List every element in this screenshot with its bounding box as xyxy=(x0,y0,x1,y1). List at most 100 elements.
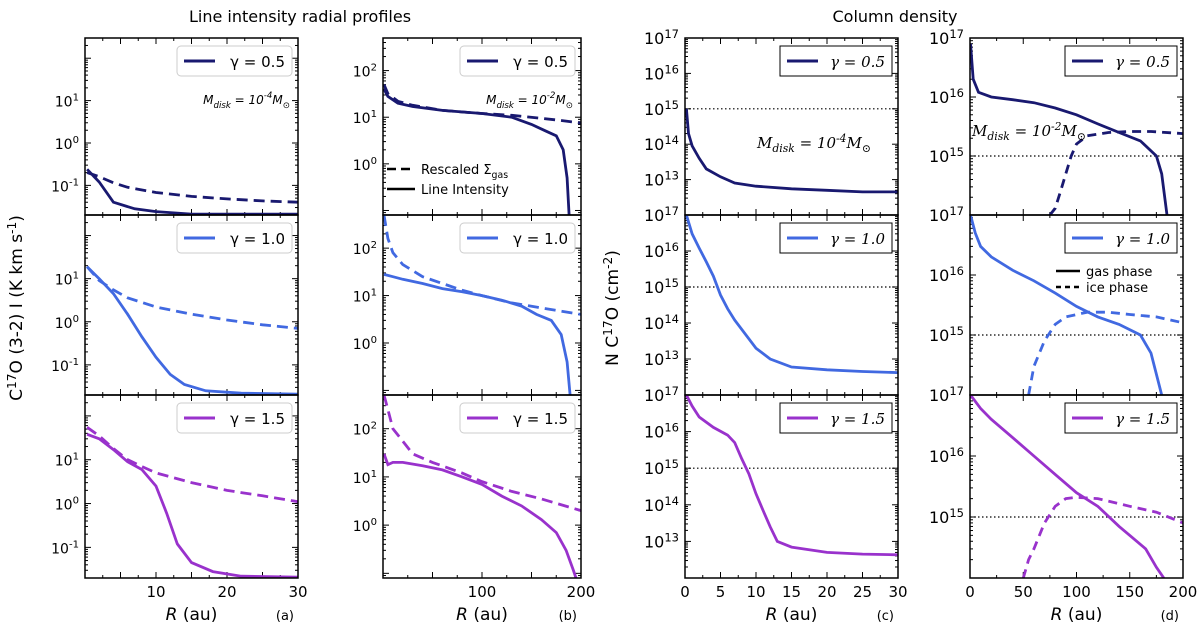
y-tick-label: 1013 xyxy=(644,169,679,190)
y-tick-label: 100 xyxy=(55,135,79,153)
series-gas-phase xyxy=(970,43,1169,215)
gamma-legend: γ = 1.0 xyxy=(1064,222,1178,254)
gamma-label: γ = 1.5 xyxy=(230,410,285,428)
x-tick-label: 200 xyxy=(1169,583,1198,601)
x-tick-label: 10 xyxy=(146,583,165,601)
y-tick-label: 1016 xyxy=(929,86,964,107)
legend-box xyxy=(459,45,576,77)
legend-ice-phase: ice phase xyxy=(1086,281,1148,296)
title-right: Column density xyxy=(832,7,957,26)
legend-line-intensity: Line Intensity xyxy=(421,183,509,198)
gamma-legend: γ = 1.5 xyxy=(176,402,293,434)
x-axis-label: R (au) xyxy=(456,605,508,625)
gamma-legend: γ = 1.0 xyxy=(779,222,893,254)
panel-b-row-2: 100 101 102 γ = 1.0 xyxy=(353,214,582,396)
y-tick-label: 101 xyxy=(353,469,377,487)
axes-frame xyxy=(382,394,582,579)
gamma-legend: γ = 0.5 xyxy=(1064,45,1178,77)
panel-a-row-2: 10-1 100 101 γ = 1.0 xyxy=(51,214,299,396)
y-tick-label: 100 xyxy=(353,156,377,174)
panel-c-row-1: 1013 1014 1015 1016 1017 γ = 0.5 Mdisk = 10-4M… xyxy=(644,27,899,216)
panel-b: 100 101 102 γ = 0.5 Mdisk = 10-2M⊙ 100 101 102 γ… xyxy=(353,37,596,625)
gamma-label: γ = 1.0 xyxy=(1115,230,1170,248)
y-tick-label: 1017 xyxy=(929,27,964,48)
series-rescaled-sigma xyxy=(86,426,298,504)
y-tick-label: 1017 xyxy=(644,384,679,405)
series-line-intensity xyxy=(383,453,578,578)
x-tick-label: 10 xyxy=(746,583,765,601)
series-rescaled-sigma xyxy=(383,395,581,512)
panel-a-row-3: 10-1 100 101 γ = 1.5 xyxy=(51,394,299,579)
gamma-label: γ = 0.5 xyxy=(1115,53,1170,71)
x-axis-label: R (au) xyxy=(1051,605,1103,625)
disk-mass-annotation: Mdisk = 10-2M⊙ xyxy=(486,91,573,111)
y-axis-label-right: N C17O (cm-2) xyxy=(601,250,623,366)
y-tick-label: 1016 xyxy=(644,240,679,261)
gamma-legend: γ = 1.5 xyxy=(459,402,576,434)
series-line-intensity xyxy=(86,265,298,395)
axes-frame xyxy=(969,394,1184,579)
legend-box xyxy=(176,402,293,434)
gamma-label: γ = 1.5 xyxy=(513,410,568,428)
disk-mass-annotation: Mdisk = 10-4M⊙ xyxy=(203,91,290,111)
x-tick-label: 200 xyxy=(567,583,596,601)
series-gas-phase xyxy=(685,108,898,194)
y-axis-label-left-text: C17O (3-2) I (K km s-1) xyxy=(5,215,27,401)
y-tick-label: 1015 xyxy=(644,276,679,297)
series-ice-phase xyxy=(1027,310,1183,395)
y-tick-label: 1015 xyxy=(644,98,679,119)
panel-d: 1015 1016 1017 γ = 0.5 Mdisk = 10-2M⊙ 1015101… xyxy=(929,27,1197,625)
y-tick-label: 100 xyxy=(353,335,377,353)
series-ice-phase xyxy=(1021,495,1183,578)
x-tick-label: 100 xyxy=(468,583,497,601)
axes-frame xyxy=(684,394,899,579)
y-tick-label: 102 xyxy=(353,63,377,81)
gamma-label: γ = 0.5 xyxy=(513,53,568,71)
gamma-legend: γ = 1.5 xyxy=(779,402,893,434)
series-line-intensity xyxy=(86,432,298,578)
series-ice-phase xyxy=(1048,130,1183,215)
y-tick-label: 100 xyxy=(55,496,79,514)
y-tick-label: 1017 xyxy=(929,384,964,405)
disk-mass-annotation: Mdisk = 10-2M⊙ xyxy=(971,120,1086,143)
gamma-label: γ = 0.5 xyxy=(830,53,885,71)
y-tick-label: 10-1 xyxy=(51,539,79,557)
x-tick-label: 100 xyxy=(1062,583,1091,601)
series-gas-phase xyxy=(970,395,1165,578)
style-legend: Rescaled Σgas Line Intensity xyxy=(387,163,509,198)
legend-rescaled-sigma: Rescaled Σgas xyxy=(421,163,508,181)
x-tick-label: 15 xyxy=(782,583,801,601)
panel-c-row-2: 1013 1014 1015 1016 1017 γ = 1.0 xyxy=(644,204,899,396)
y-axis-label-right-text: N C17O (cm-2) xyxy=(601,250,623,366)
y-tick-label: 102 xyxy=(353,421,377,439)
y-tick-label: 101 xyxy=(353,288,377,306)
series-gas-phase xyxy=(685,395,898,557)
y-tick-label: 1014 xyxy=(644,494,679,515)
y-tick-label: 1014 xyxy=(644,312,679,333)
y-tick-label: 102 xyxy=(353,240,377,258)
legend-box xyxy=(459,222,576,254)
x-tick-label: 20 xyxy=(217,583,236,601)
y-tick-label: 1016 xyxy=(929,445,964,466)
panel-letter: (d) xyxy=(1161,609,1179,624)
series-rescaled-sigma xyxy=(86,265,298,330)
y-tick-label: 1015 xyxy=(929,506,964,527)
title-left: Line intensity radial profiles xyxy=(189,7,411,26)
panel-d-row-2: 1015 1016 1017 γ = 1.0 xyxy=(929,204,1184,396)
legend-box xyxy=(1064,402,1178,434)
panel-b-row-3: 100 101 102 γ = 1.5 xyxy=(353,394,582,579)
panel-letter: (c) xyxy=(877,609,894,624)
y-tick-label: 1013 xyxy=(644,348,679,369)
gamma-label: γ = 1.5 xyxy=(830,410,885,428)
x-tick-label: 30 xyxy=(888,583,907,601)
y-tick-label: 101 xyxy=(55,452,79,470)
y-tick-label: 1017 xyxy=(644,204,679,225)
panel-letter: (a) xyxy=(276,609,294,624)
y-axis-label-left: C17O (3-2) I (K km s-1) xyxy=(5,215,27,401)
legend-gas-phase: gas phase xyxy=(1086,265,1152,280)
y-tick-label: 1014 xyxy=(644,133,679,154)
gamma-label: γ = 1.0 xyxy=(830,230,885,248)
gamma-legend: γ = 1.0 xyxy=(459,222,576,254)
